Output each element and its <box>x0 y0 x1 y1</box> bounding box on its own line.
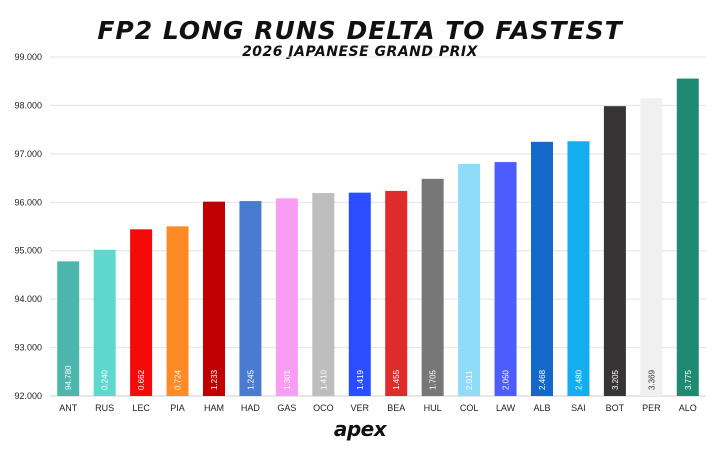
y-tick-label: 94.000 <box>14 294 42 304</box>
bar-ant <box>57 261 80 396</box>
x-tick-label: GAS <box>277 403 296 413</box>
bar-sai <box>567 141 590 396</box>
data-label: 2.468 <box>538 369 547 390</box>
x-tick-label: HAM <box>204 403 224 413</box>
y-axis-ticks: 92.000 93.000 94.000 95.000 96.000 97.000 98.0… <box>14 52 42 401</box>
x-tick-label: HUL <box>424 403 442 413</box>
data-label: 1.705 <box>429 369 438 390</box>
bar-law <box>494 162 517 396</box>
data-label: 1.419 <box>356 369 365 390</box>
y-tick-label: 96.000 <box>14 197 42 207</box>
data-label: 2.011 <box>465 370 474 390</box>
bar-bot <box>603 106 626 396</box>
bar-alo <box>676 78 699 396</box>
data-label: 2.480 <box>574 369 583 390</box>
data-label: 0.662 <box>137 369 146 390</box>
gridlines <box>50 56 706 397</box>
x-tick-label: PER <box>642 403 661 413</box>
data-label: 3.369 <box>647 369 656 390</box>
chart-subtitle: 2026 JAPANESE GRAND PRIX <box>242 44 478 60</box>
x-tick-label: BOT <box>606 403 625 413</box>
y-tick-label: 98.000 <box>14 100 42 110</box>
y-tick-label: 97.000 <box>14 149 42 159</box>
bar-oco <box>312 193 335 396</box>
y-tick-label: 95.000 <box>14 246 42 256</box>
bar-rus <box>93 249 116 396</box>
x-axis-ticks: ANT RUS LEC PIA HAM HAD GAS OCO VER BEA HUL COL LAW A… <box>59 403 697 413</box>
data-label: 1.410 <box>319 369 328 390</box>
x-tick-label: ANT <box>59 403 78 413</box>
bar-ham <box>203 201 225 396</box>
bar-per <box>640 98 663 397</box>
x-tick-label: VER <box>351 403 370 413</box>
x-tick-label: BEA <box>387 403 405 413</box>
bar-bea <box>385 190 408 396</box>
data-label: 2.050 <box>502 369 511 390</box>
x-tick-label: ALB <box>533 403 550 413</box>
bar-had <box>239 201 262 396</box>
x-tick-label: RUS <box>95 403 114 413</box>
y-tick-label: 93.000 <box>14 343 42 353</box>
bars: 94.780 0.240 0.662 0.724 1.233 1.245 1.301 1.41… <box>57 78 699 397</box>
y-tick-label: 99.000 <box>14 52 42 62</box>
bar-pia <box>166 226 189 396</box>
data-label: 0.240 <box>101 369 110 390</box>
data-label: 1.233 <box>210 369 219 390</box>
data-label: 1.245 <box>246 369 255 390</box>
bar-hul <box>421 178 444 396</box>
apex-logo: apex <box>333 417 387 441</box>
data-label: 3.205 <box>611 369 620 390</box>
bar-alb <box>531 141 553 396</box>
x-tick-label: OCO <box>313 403 334 413</box>
x-tick-label: SAI <box>571 403 586 413</box>
x-tick-label: HAD <box>241 403 261 413</box>
x-tick-label: LAW <box>496 403 516 413</box>
x-tick-label: PIA <box>170 403 185 413</box>
bar-ver <box>348 192 371 396</box>
x-tick-label: LEC <box>132 403 150 413</box>
data-label: 0.724 <box>174 369 183 390</box>
y-tick-label: 92.000 <box>14 391 42 401</box>
data-label: 1.301 <box>283 369 292 390</box>
chart-title: FP2 LONG RUNS DELTA TO FASTEST <box>97 16 623 45</box>
data-label: 3.775 <box>684 369 693 390</box>
bar-lec <box>130 229 153 396</box>
data-label: 94.780 <box>64 365 73 390</box>
bar-col <box>458 163 481 396</box>
x-tick-label: COL <box>460 403 479 413</box>
x-tick-label: ALO <box>679 403 697 413</box>
data-label: 1.455 <box>392 369 401 390</box>
bar-gas <box>275 198 298 396</box>
